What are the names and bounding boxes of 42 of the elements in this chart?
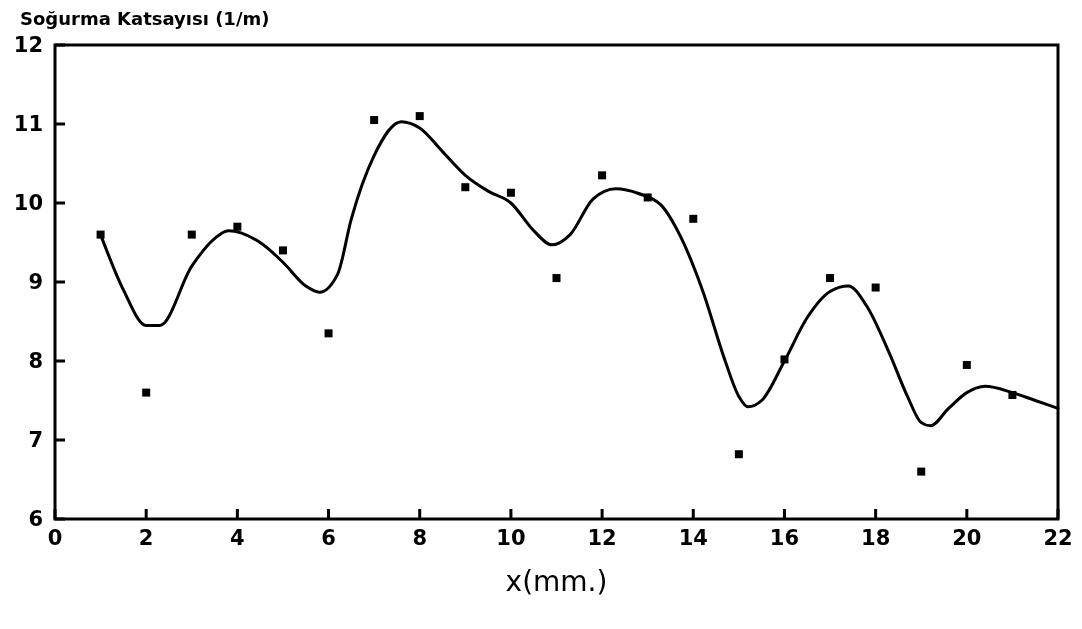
point [552,274,561,283]
point [142,388,151,397]
x-axis-title: x(mm.) [505,565,608,598]
point [370,116,379,125]
point [96,230,105,239]
x-tick-label: 22 [1043,526,1073,550]
y-tick-label: 9 [28,270,43,295]
x-tick-label: 10 [496,526,526,550]
point [780,355,789,364]
x-tick-label: 2 [138,526,154,550]
x-tick-label: 16 [769,526,800,550]
point [415,112,424,121]
y-tick-label: 10 [13,191,43,216]
y-tick-label: 12 [13,33,43,58]
point [278,246,287,255]
y-tick-label: 7 [28,428,43,453]
point [917,467,926,476]
x-tick-label: 14 [678,526,708,550]
y-axis-title: Soğurma Katsayısı (1/m) [20,8,270,29]
y-tick-label: 6 [28,507,43,532]
point [871,283,880,292]
point [643,193,652,202]
x-tick-label: 4 [230,526,245,550]
x-tick-label: 0 [47,526,63,550]
x-tick-label: 6 [321,526,336,550]
point [233,222,242,231]
point [461,183,470,192]
point [506,188,515,197]
point [598,171,607,180]
point [826,274,835,283]
point [324,329,333,338]
point [1008,390,1017,399]
x-tick-label: 8 [412,526,428,550]
point [962,360,971,369]
point [689,214,698,223]
x-tick-label: 20 [952,526,982,550]
point [734,450,743,459]
point [187,230,196,239]
x-tick-label: 18 [861,526,891,550]
y-tick-label: 8 [28,349,43,374]
y-tick-label: 11 [13,112,43,137]
x-tick-label: 12 [587,526,617,550]
